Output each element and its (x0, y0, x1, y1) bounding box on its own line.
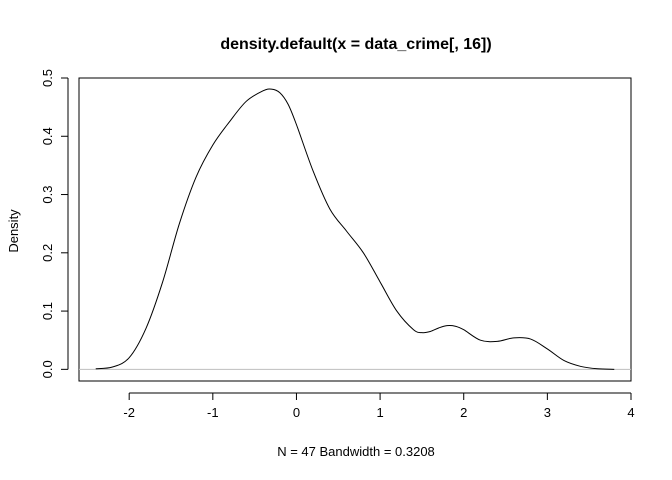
y-tick-label: 0.5 (40, 69, 55, 87)
x-axis: -2 -1 0 1 2 3 4 (123, 392, 635, 420)
x-tick-label: -2 (123, 405, 135, 420)
series-layer (95, 88, 615, 370)
y-axis-label: Density (6, 209, 21, 253)
chart-title: density.default(x = data_crime[, 16]) (220, 36, 491, 53)
x-tick-label: -1 (207, 405, 219, 420)
x-tick-label: 0 (293, 405, 300, 420)
y-tick-label: 0.2 (40, 244, 55, 262)
density-curve (95, 88, 615, 370)
y-axis: 0.0 0.1 0.2 0.3 0.4 0.5 (40, 69, 69, 378)
y-tick-label: 0.0 (40, 360, 55, 378)
x-axis-label: N = 47 Bandwidth = 0.3208 (277, 444, 435, 459)
y-tick-label: 0.3 (40, 185, 55, 203)
x-tick-label: 4 (627, 405, 634, 420)
x-tick-label: 1 (376, 405, 383, 420)
y-tick-label: 0.1 (40, 302, 55, 320)
y-tick-label: 0.4 (40, 127, 55, 145)
x-tick-label: 2 (460, 405, 467, 420)
x-tick-label: 3 (544, 405, 551, 420)
plot-frame (78, 77, 632, 382)
